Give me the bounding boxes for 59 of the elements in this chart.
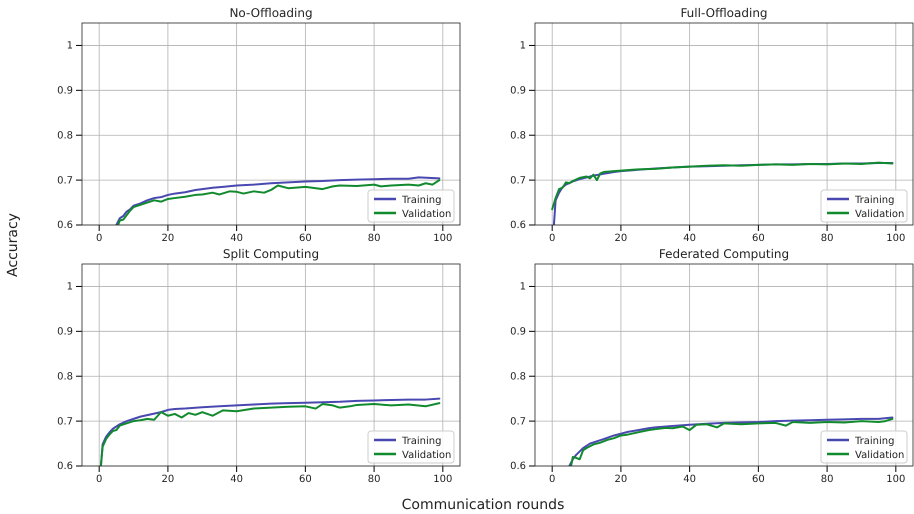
- x-tick-label: 100: [886, 474, 906, 486]
- legend-label: Validation: [855, 450, 904, 461]
- y-tick-label: 0.6: [57, 220, 73, 232]
- x-tick-label: 40: [230, 233, 244, 244]
- y-tick-label: 0.9: [510, 86, 526, 97]
- x-tick-label: 80: [820, 233, 834, 244]
- chart-title: Full-Offloading: [680, 6, 768, 20]
- y-tick-label: 0.8: [510, 130, 526, 142]
- y-tick-label: 0.7: [57, 175, 73, 186]
- x-tick-label: 40: [683, 233, 696, 244]
- x-tick-label: 20: [614, 233, 628, 244]
- legend-label: Training: [854, 195, 894, 206]
- x-tick-label: 20: [614, 474, 628, 486]
- x-tick-label: 40: [683, 474, 696, 486]
- legend-label: Validation: [402, 450, 452, 461]
- x-axis-title: Communication rounds: [402, 497, 564, 513]
- legend-label: Training: [401, 436, 442, 447]
- x-tick-label: 40: [230, 474, 244, 486]
- y-tick-label: 0.7: [510, 175, 526, 186]
- legend-label: Validation: [855, 209, 904, 220]
- x-tick-label: 60: [298, 474, 312, 486]
- y-tick-label: 1: [66, 282, 73, 293]
- x-tick-label: 80: [368, 233, 380, 244]
- y-tick-label: 1: [520, 282, 526, 293]
- y-tick-label: 1: [66, 40, 73, 52]
- x-tick-label: 60: [752, 233, 765, 244]
- y-tick-label: 0.9: [57, 326, 73, 338]
- x-tick-label: 100: [886, 233, 906, 244]
- line-series: [551, 162, 894, 210]
- y-tick-label: 0.6: [510, 461, 526, 472]
- y-tick-label: 0.9: [510, 326, 526, 338]
- y-tick-label: 0.8: [57, 371, 73, 382]
- x-tick-label: 100: [433, 474, 452, 486]
- x-tick-label: 80: [368, 474, 380, 486]
- chart-title: Split Computing: [222, 247, 320, 261]
- y-tick-label: 0.6: [57, 461, 73, 472]
- legend-label: Validation: [402, 209, 452, 220]
- chart-title: Federated Computing: [658, 247, 790, 261]
- chart-title: No-Offloading: [229, 6, 313, 20]
- y-axis-title: Accuracy: [5, 213, 21, 277]
- y-tick-label: 0.8: [510, 371, 526, 382]
- legend-label: Training: [854, 436, 894, 447]
- y-tick-label: 0.7: [510, 416, 526, 428]
- x-tick-label: 20: [162, 474, 174, 486]
- y-tick-label: 0.9: [57, 86, 73, 97]
- x-tick-label: 80: [820, 474, 834, 486]
- x-tick-label: 60: [298, 233, 312, 244]
- x-tick-label: 0: [548, 233, 556, 244]
- x-tick-label: 100: [433, 233, 452, 244]
- y-tick-label: 0.8: [57, 130, 73, 142]
- x-tick-label: 0: [96, 233, 102, 244]
- x-tick-label: 60: [752, 474, 765, 486]
- y-tick-label: 0.6: [510, 220, 526, 232]
- x-tick-label: 0: [548, 474, 556, 486]
- x-tick-label: 20: [162, 233, 174, 244]
- y-tick-label: 0.7: [57, 416, 73, 428]
- x-tick-label: 0: [96, 474, 102, 486]
- legend-label: Training: [401, 195, 442, 206]
- y-tick-label: 1: [520, 40, 526, 52]
